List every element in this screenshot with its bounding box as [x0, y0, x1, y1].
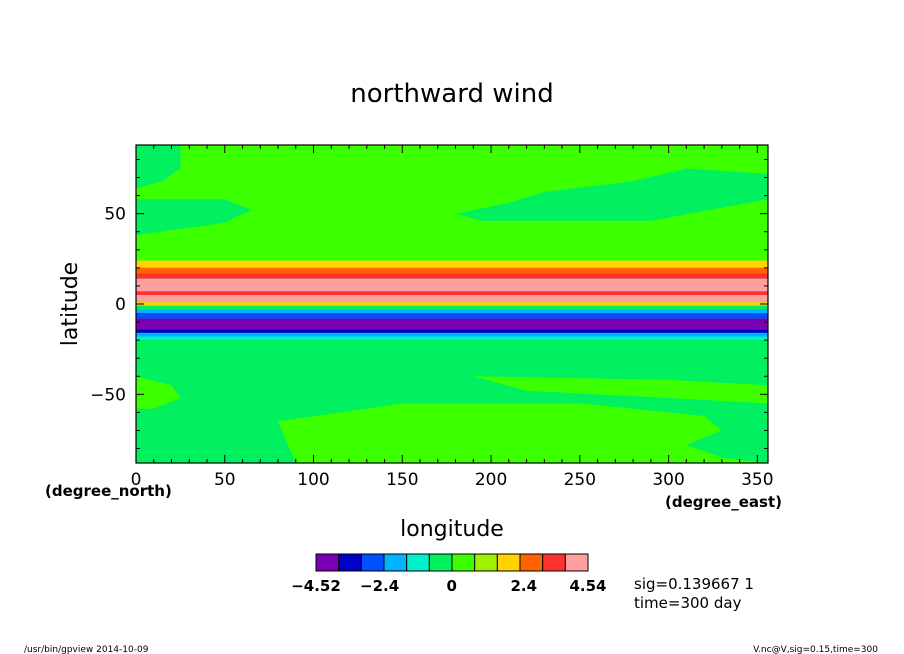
zonal-band-6: [136, 295, 768, 303]
colorbar-swatch: [474, 553, 498, 572]
footer-left: /usr/bin/gpview 2014-10-09: [24, 645, 149, 654]
colorbar-label: 4.54: [569, 577, 606, 595]
colorbar-swatch: [564, 553, 589, 572]
colorbar-swatch: [360, 553, 385, 572]
zonal-band-15: [136, 340, 768, 348]
zonal-band-11: [136, 318, 768, 330]
colorbar-swatch: [315, 553, 340, 572]
colorbar-swatch: [542, 553, 566, 572]
colorbar-swatch: [428, 553, 453, 572]
y-axis: 50 0 −50: [90, 205, 126, 406]
x-tick-label: 200: [475, 470, 507, 490]
y-tick-label: −50: [90, 385, 126, 405]
zonal-band-7: [136, 302, 768, 306]
x-tick-label: 250: [564, 470, 596, 490]
x-axis-title: longitude: [400, 517, 504, 542]
colorbar: [315, 553, 589, 572]
colorbar-swatch: [383, 553, 408, 572]
y-tick-label: 50: [104, 205, 126, 225]
x-tick-label: 100: [297, 470, 329, 490]
x-axis: 0 50 100 150 200 250 300 350: [131, 470, 774, 490]
colorbar-swatch: [451, 553, 476, 572]
x-tick-label: 300: [652, 470, 684, 490]
colorbar-label: −2.4: [360, 577, 399, 595]
time-annotation: time=300 day: [634, 594, 742, 612]
colorbar-swatch: [496, 553, 521, 572]
y-tick-label: 0: [115, 295, 126, 315]
x-tick-label: 150: [386, 470, 418, 490]
x-axis-units: (degree_east): [665, 493, 782, 511]
colorbar-swatch: [406, 553, 430, 572]
zonal-band-4: [136, 278, 768, 292]
zonal-band-14: [136, 336, 768, 341]
zonal-band-12: [136, 329, 768, 333]
colorbar-swatch: [338, 553, 362, 572]
colorbar-label: 0: [446, 577, 456, 595]
zonal-band-1: [136, 260, 768, 268]
x-tick-label: 350: [741, 470, 773, 490]
zonal-band-10: [136, 313, 768, 319]
x-tick-label: 0: [131, 470, 142, 490]
zonal-band-5: [136, 291, 768, 295]
field-region-2: [136, 199, 252, 236]
field-region-0: [136, 145, 768, 261]
y-axis-units: (degree_north): [45, 482, 172, 500]
zonal-band-9: [136, 309, 768, 313]
plot-field: [136, 145, 768, 463]
x-tick-label: 50: [214, 470, 236, 490]
colorbar-label: −4.52: [291, 577, 341, 595]
colorbar-swatch: [519, 553, 544, 572]
field-region-5: [136, 376, 181, 409]
field-region-3: [455, 145, 768, 221]
zonal-band-3: [136, 273, 768, 279]
field-region-6: [278, 403, 768, 463]
colorbar-labels: −4.52 −2.4 0 2.4 4.54: [291, 577, 606, 595]
field-region-1: [136, 145, 181, 189]
zonal-band-2: [136, 267, 768, 274]
y-axis-title: latitude: [58, 262, 83, 346]
sig-annotation: sig=0.139667 1: [634, 575, 754, 593]
plot-frame: [135, 144, 769, 464]
zonal-band-13: [136, 332, 768, 337]
footer-right: V.nc@V,sig=0.15,time=300: [753, 645, 878, 654]
chart-title: northward wind: [350, 79, 553, 109]
field-region-7: [473, 376, 768, 404]
colorbar-label: 2.4: [511, 577, 538, 595]
zonal-band-8: [136, 305, 768, 310]
